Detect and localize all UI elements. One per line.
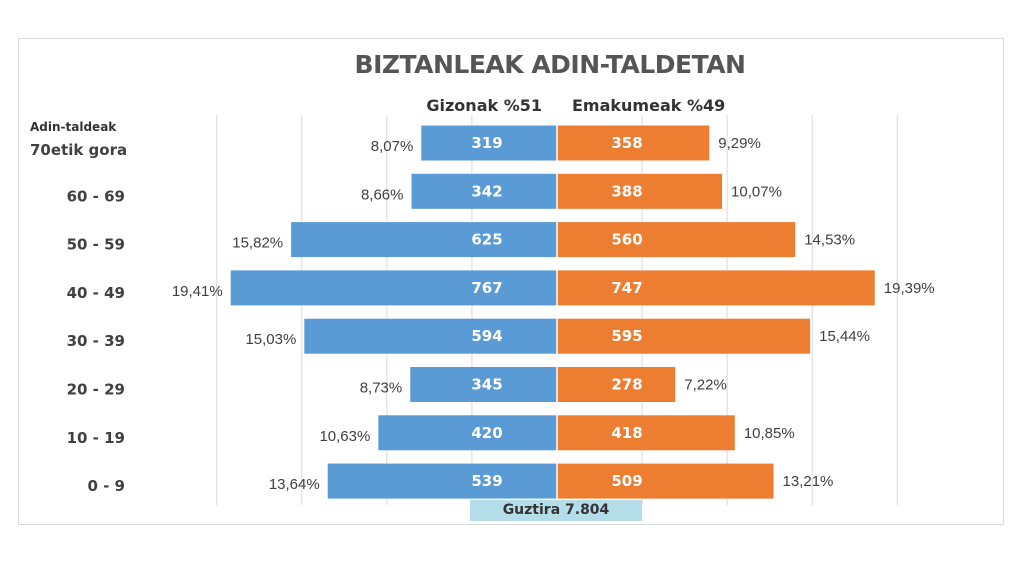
women-value-label: 560: [611, 231, 642, 249]
age-category-label: 50 - 59: [67, 236, 125, 254]
women-value-label: 278: [611, 376, 642, 394]
age-category-label: 0 - 9: [87, 477, 125, 495]
men-value-label: 342: [471, 182, 502, 200]
women-value-label: 747: [611, 279, 642, 297]
men-value-label: 625: [471, 231, 502, 249]
women-percent-label: 10,85%: [744, 425, 795, 442]
men-percent-label: 10,63%: [319, 428, 370, 445]
men-value-label: 319: [471, 134, 502, 152]
women-percent-label: 13,21%: [783, 473, 834, 490]
men-bar: [411, 173, 557, 209]
men-percent-label: 8,66%: [361, 186, 404, 203]
women-bar: [557, 173, 723, 209]
women-bar: [557, 125, 710, 161]
men-value-label: 539: [471, 472, 502, 490]
men-series-header: Gizonak %51: [426, 96, 542, 115]
men-bar: [304, 318, 557, 354]
men-bar: [291, 222, 557, 258]
men-percent-label: 8,73%: [360, 380, 403, 397]
women-value-label: 418: [611, 424, 642, 442]
women-bar: [557, 367, 676, 402]
women-bar: [557, 318, 811, 354]
bars: 319 358 8,07% 9,29% 70etik gora 342 388 8,66% 10…: [30, 120, 935, 505]
total-badge: Guztira 7.804: [470, 500, 642, 521]
age-axis-heading: Adin-taldeak: [30, 120, 117, 134]
women-percent-label: 10,07%: [731, 183, 782, 200]
age-category-label: 70etik gora: [30, 141, 127, 159]
women-bar: [557, 270, 875, 306]
men-percent-label: 19,41%: [172, 283, 223, 300]
women-percent-label: 15,44%: [819, 328, 870, 345]
men-bar: [410, 367, 557, 402]
age-category-label: 60 - 69: [67, 187, 125, 205]
women-bar: [557, 415, 735, 451]
men-value-label: 767: [471, 279, 502, 297]
women-percent-label: 14,53%: [804, 232, 855, 249]
men-bar: [421, 125, 557, 161]
men-value-label: 345: [471, 376, 502, 394]
men-value-label: 594: [471, 327, 502, 345]
women-percent-label: 9,29%: [718, 135, 761, 152]
age-category-label: 40 - 49: [67, 284, 125, 302]
women-bar: [557, 222, 796, 258]
men-percent-label: 8,07%: [371, 138, 414, 155]
men-percent-label: 13,64%: [269, 476, 320, 493]
men-bar: [327, 463, 557, 499]
men-value-label: 420: [471, 424, 502, 442]
women-value-label: 595: [611, 327, 642, 345]
men-bar: [230, 270, 557, 306]
chart-title: BIZTANLEAK ADIN-TALDETAN: [354, 50, 746, 79]
men-percent-label: 15,03%: [245, 331, 296, 348]
women-value-label: 388: [611, 182, 642, 200]
men-bar: [378, 415, 557, 451]
men-percent-label: 15,82%: [232, 235, 283, 252]
age-category-label: 20 - 29: [67, 381, 125, 399]
age-category-label: 10 - 19: [67, 429, 125, 447]
women-bar: [557, 463, 774, 499]
age-category-label: 30 - 39: [67, 332, 125, 350]
women-value-label: 509: [611, 472, 642, 490]
women-percent-label: 19,39%: [884, 280, 935, 297]
women-series-header: Emakumeak %49: [572, 96, 726, 115]
women-value-label: 358: [611, 134, 642, 152]
women-percent-label: 7,22%: [684, 377, 727, 394]
